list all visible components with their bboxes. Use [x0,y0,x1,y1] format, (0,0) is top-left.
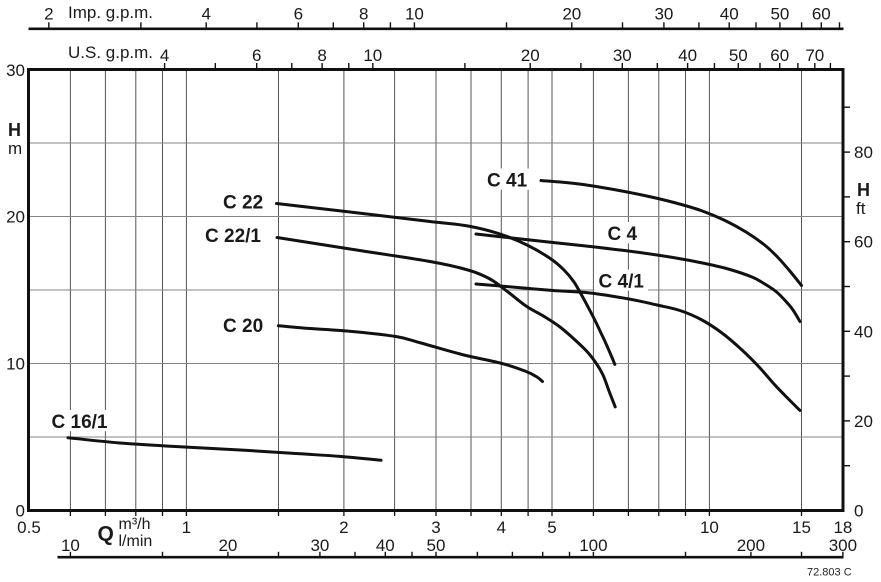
svg-text:m³/h: m³/h [119,516,151,533]
svg-text:50: 50 [427,536,446,555]
svg-text:40: 40 [678,46,697,65]
svg-text:C 41: C 41 [487,171,528,192]
svg-text:50: 50 [729,46,748,65]
svg-text:30: 30 [654,5,673,24]
svg-text:30: 30 [613,46,632,65]
svg-text:18: 18 [833,518,852,537]
svg-text:60: 60 [854,233,873,252]
svg-text:70: 70 [805,46,824,65]
svg-text:3: 3 [431,518,440,537]
svg-text:60: 60 [812,5,831,24]
svg-text:5: 5 [547,518,556,537]
svg-text:4: 4 [497,518,506,537]
svg-text:C 4/1: C 4/1 [599,272,645,293]
svg-text:C 20: C 20 [223,316,263,337]
svg-text:2: 2 [44,5,53,24]
svg-text:l/min: l/min [119,533,153,550]
svg-text:15: 15 [792,518,811,537]
svg-text:10: 10 [6,355,25,374]
svg-text:20: 20 [854,412,873,431]
svg-text:Q: Q [98,523,114,546]
svg-text:30: 30 [6,61,25,80]
svg-text:100: 100 [579,536,607,555]
svg-text:m: m [8,139,22,158]
svg-text:10: 10 [61,536,80,555]
svg-text:C 4: C 4 [608,224,638,245]
svg-text:8: 8 [317,46,326,65]
svg-text:0.5: 0.5 [17,518,41,537]
svg-text:20: 20 [218,536,237,555]
svg-text:H: H [857,180,870,200]
svg-text:10: 10 [363,46,382,65]
svg-text:60: 60 [770,46,789,65]
svg-text:4: 4 [201,5,210,24]
svg-text:10: 10 [405,5,424,24]
svg-text:ft: ft [856,199,866,218]
svg-text:C 22/1: C 22/1 [205,226,261,247]
svg-text:0: 0 [854,502,863,521]
svg-text:Imp. g.p.m.: Imp. g.p.m. [68,3,153,22]
svg-text:30: 30 [310,536,329,555]
svg-text:4: 4 [160,46,169,65]
svg-text:H: H [8,120,21,140]
svg-text:1: 1 [182,518,191,537]
svg-text:6: 6 [294,5,303,24]
svg-text:40: 40 [376,536,395,555]
svg-text:20: 20 [6,208,25,227]
svg-text:40: 40 [720,5,739,24]
svg-text:0: 0 [16,502,25,521]
svg-text:200: 200 [737,536,765,555]
svg-text:72.803 C: 72.803 C [807,567,852,578]
svg-text:6: 6 [252,46,261,65]
svg-text:8: 8 [359,5,368,24]
svg-text:20: 20 [562,5,581,24]
svg-text:C 22: C 22 [223,193,263,214]
svg-text:C 16/1: C 16/1 [52,412,108,433]
svg-text:300: 300 [829,536,857,555]
svg-text:2: 2 [339,518,348,537]
svg-text:20: 20 [521,46,540,65]
svg-text:50: 50 [770,5,789,24]
svg-text:U.S. g.p.m.: U.S. g.p.m. [68,43,153,62]
svg-text:10: 10 [700,518,719,537]
svg-text:40: 40 [854,322,873,341]
svg-text:80: 80 [854,143,873,162]
